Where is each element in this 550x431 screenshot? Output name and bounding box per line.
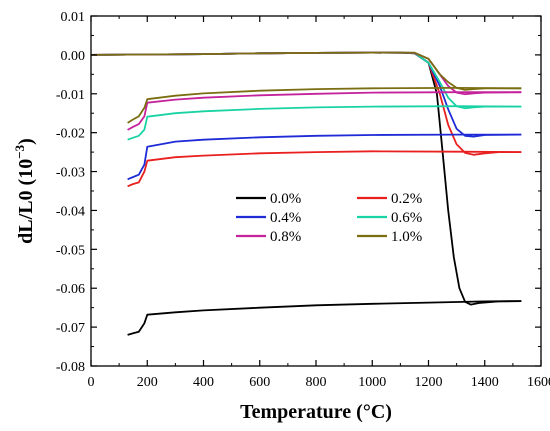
legend-label: 0.2% <box>391 191 422 207</box>
x-tick-label: 0 <box>88 375 95 390</box>
x-axis-title: Temperature (°C) <box>240 401 392 423</box>
series-line-heating <box>91 51 522 306</box>
series-line-heating <box>91 51 522 91</box>
y-tick-label: -0.08 <box>56 360 85 375</box>
legend-label: 1.0% <box>391 229 422 245</box>
x-tick-label: 200 <box>137 375 158 390</box>
y-axis-title-exponent: −3 <box>12 144 27 158</box>
x-tick-label: 600 <box>249 375 270 390</box>
plot-frame <box>90 15 542 367</box>
x-tick-label: 800 <box>306 375 327 390</box>
y-tick-label: -0.05 <box>56 243 85 258</box>
y-tick-label: 0.01 <box>61 10 86 25</box>
series-line-heating <box>91 51 522 110</box>
y-axis-title-main: dL/L0 (10 <box>15 159 37 244</box>
y-tick-label: -0.02 <box>56 127 85 142</box>
legend-label: 0.6% <box>391 210 422 226</box>
y-tick-label: -0.04 <box>56 204 85 219</box>
x-tick-label: 1200 <box>415 375 443 390</box>
x-tick-label: 1000 <box>358 375 386 390</box>
y-axis-title-close: ) <box>15 138 37 145</box>
series-line-cooling <box>127 133 522 181</box>
y-tick-label: -0.03 <box>56 166 85 181</box>
legend-label: 0.8% <box>270 229 301 245</box>
series-line-cooling <box>127 91 522 131</box>
y-axis-title: dL/L0 (10−3) <box>12 138 37 244</box>
y-tick-label: -0.01 <box>56 88 85 103</box>
series-line-cooling <box>127 300 522 336</box>
y-tick-label: -0.06 <box>56 282 85 297</box>
y-tick-label: 0.00 <box>61 49 86 64</box>
series-line-heating <box>91 51 522 156</box>
series-curves <box>91 51 522 336</box>
legend-label: 0.4% <box>270 210 301 226</box>
legend: 0.0% 0.2% 0.4% 0.6% 0.8% 1.0% <box>236 191 422 245</box>
series-line-cooling <box>127 87 522 124</box>
series-line-cooling <box>127 105 522 141</box>
x-tick-label: 400 <box>193 375 214 390</box>
x-tick-label: 1400 <box>471 375 499 390</box>
series-line-cooling <box>127 150 522 188</box>
y-tick-label: -0.07 <box>56 321 85 336</box>
legend-label: 0.0% <box>270 191 301 207</box>
